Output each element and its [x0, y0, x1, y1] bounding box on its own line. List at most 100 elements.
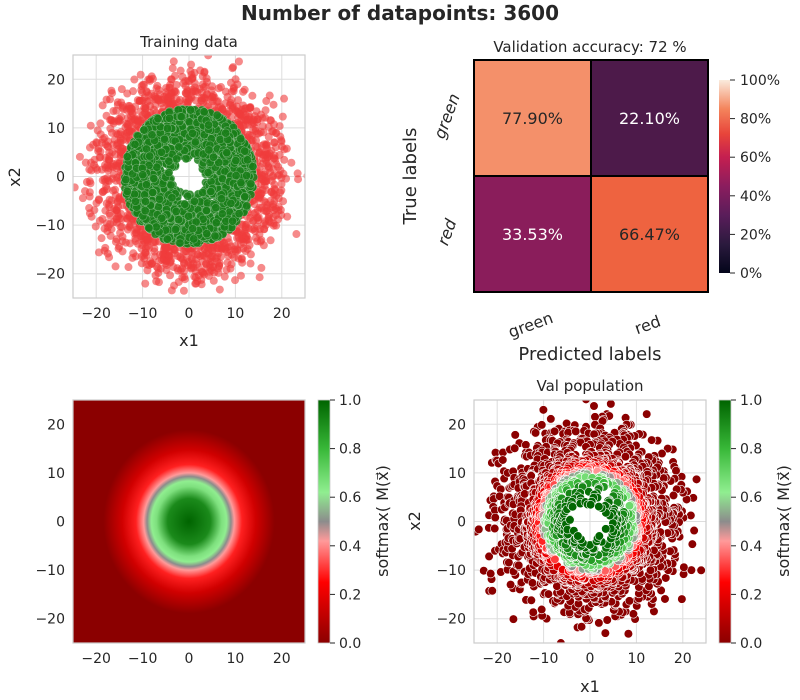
scatter-point-red [197, 96, 206, 105]
scatter-point-red [274, 203, 283, 212]
scatter-point-red [282, 174, 291, 183]
scatter-point [624, 596, 635, 606]
scatter-point-red [125, 222, 134, 231]
scatter-point-red [215, 285, 224, 294]
scatter-point-red [169, 245, 178, 254]
scatter-point-green [141, 180, 151, 190]
scatter-point-green [210, 231, 220, 241]
scatter-point-red [96, 119, 105, 128]
scatter-point-red [98, 214, 107, 223]
scatter-point-green [217, 194, 227, 204]
scatter-point-red [136, 232, 145, 241]
scatter-point-green [204, 120, 214, 130]
cell-value-label: 66.47% [619, 225, 680, 244]
scatter-point-red [214, 84, 223, 93]
scatter-point-red [264, 132, 273, 141]
scatter-point-red [169, 57, 178, 66]
scatter-point-red [230, 253, 239, 262]
scatter-point-red [260, 225, 269, 234]
scatter-point-red [265, 91, 274, 100]
axes-frame [72, 399, 306, 644]
scatter-point-green [140, 196, 150, 206]
scatter-point [506, 580, 516, 590]
scatter-point-green [162, 234, 172, 244]
y-axis-label: True labels [400, 128, 421, 226]
colorbar-tick-label: 0% [740, 266, 762, 282]
scatter-point [556, 638, 566, 643]
y-tick-label: 20 [47, 72, 65, 88]
scatter-point-red [257, 180, 266, 189]
scatter-point [691, 474, 702, 484]
scatter-point-red [75, 152, 84, 161]
scatter-point-green [122, 152, 132, 162]
colorbar-tick-label: 0.6 [339, 490, 361, 506]
scatter-point-red [131, 237, 140, 246]
scatter-point-green [176, 112, 186, 122]
scatter-point-red [293, 169, 302, 178]
x-tick-label: 0 [185, 651, 194, 667]
scatter-point-red [197, 275, 206, 284]
scatter-point-red [129, 249, 138, 258]
scatter-point [696, 565, 706, 575]
scatter-point-green [191, 217, 201, 227]
scatter-point-red [112, 235, 121, 244]
scatter-point-red [108, 89, 117, 98]
scatter-point-green [248, 162, 258, 172]
scatter-point-red [231, 276, 240, 285]
scatter-point-red [85, 209, 94, 218]
scatter-point [546, 414, 556, 424]
scatter-point-green [189, 196, 199, 206]
scatter-point-red [104, 137, 113, 146]
scatter-point-red [138, 96, 147, 105]
scatter-point-green [206, 186, 216, 196]
scatter-point [576, 622, 587, 632]
scatter-point-red [191, 279, 200, 288]
scatter-point-red [222, 265, 231, 274]
panel-confusion-matrix: Validation accuracy: 72 % 77.90% 22.10%33… [400, 38, 780, 365]
scatter-point [590, 412, 600, 422]
scatter-point-red [162, 265, 171, 274]
scatter-point-red [78, 194, 87, 203]
scatter-point-red [258, 154, 267, 163]
y-category-label: green [430, 91, 464, 141]
scatter-point-red [261, 113, 270, 122]
scatter-point [490, 523, 500, 534]
scatter-point-red [271, 129, 280, 138]
scatter-point [656, 585, 666, 595]
scatter-point-red [239, 101, 248, 110]
scatter-point-red [145, 76, 154, 85]
scatter-point-red [118, 103, 127, 112]
scatter-point-red [253, 191, 262, 200]
scatter-point-green [147, 130, 157, 140]
scatter-point [486, 569, 496, 579]
scatter-point-green [242, 171, 252, 181]
scatter-point-red [280, 145, 289, 154]
scatter-point [679, 562, 689, 572]
scatter-point-green [242, 201, 252, 211]
scatter-point-red [182, 253, 191, 262]
scatter-point-red [209, 276, 218, 285]
colorbar-tick-label: 0.2 [339, 587, 361, 603]
scatter-point [549, 426, 560, 436]
scatter-point-red [279, 197, 288, 206]
y-tick-label: 20 [47, 417, 65, 433]
scatter-point-red [277, 180, 286, 189]
scatter-point-green [166, 180, 176, 190]
y-tick-label: 10 [47, 121, 65, 137]
scatter-point-red [125, 211, 134, 220]
scatter-point-red [246, 259, 255, 268]
scatter-point-red [200, 68, 209, 77]
scatter-point [490, 512, 500, 523]
x-tick-label: −20 [81, 306, 111, 322]
scatter-point-green [202, 229, 212, 239]
scatter-point [689, 525, 699, 536]
scatter-point-red [235, 109, 244, 118]
scatter-point-red [275, 150, 284, 159]
scatter-point-red [228, 101, 237, 110]
colorbar-tick-label: 20% [740, 227, 771, 243]
colorbar-tick-label: 60% [740, 150, 771, 166]
colorbar-tick-label: 0.8 [339, 442, 361, 458]
scatter-point-red [187, 74, 196, 83]
